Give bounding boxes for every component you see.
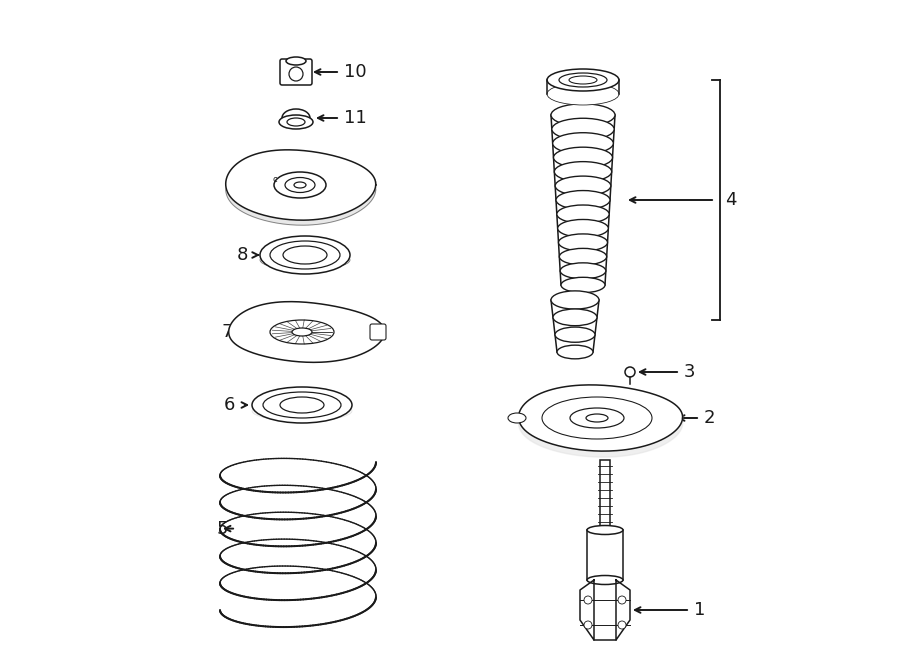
Text: c: c — [273, 176, 277, 184]
Ellipse shape — [508, 413, 526, 423]
Ellipse shape — [560, 263, 606, 279]
FancyBboxPatch shape — [280, 59, 312, 85]
Ellipse shape — [554, 162, 612, 182]
Ellipse shape — [587, 576, 623, 584]
Ellipse shape — [557, 205, 609, 223]
Circle shape — [618, 596, 626, 604]
Text: 6: 6 — [223, 396, 235, 414]
Ellipse shape — [283, 246, 327, 264]
FancyBboxPatch shape — [587, 530, 623, 580]
Circle shape — [618, 621, 626, 629]
Ellipse shape — [285, 178, 315, 192]
Ellipse shape — [555, 327, 595, 342]
Circle shape — [625, 367, 635, 377]
Polygon shape — [616, 580, 630, 640]
Ellipse shape — [263, 392, 341, 418]
Polygon shape — [518, 391, 682, 457]
Polygon shape — [580, 580, 594, 640]
Text: 5: 5 — [217, 520, 228, 537]
Ellipse shape — [286, 57, 306, 65]
Ellipse shape — [270, 241, 340, 269]
Circle shape — [584, 621, 592, 629]
Ellipse shape — [557, 345, 593, 359]
Polygon shape — [229, 301, 384, 362]
Ellipse shape — [559, 234, 608, 251]
FancyBboxPatch shape — [600, 460, 610, 530]
Circle shape — [289, 67, 303, 81]
FancyBboxPatch shape — [370, 324, 386, 340]
Ellipse shape — [551, 104, 615, 126]
Text: 2: 2 — [704, 409, 716, 427]
Polygon shape — [518, 385, 682, 451]
Ellipse shape — [555, 176, 611, 196]
Ellipse shape — [561, 278, 605, 293]
Ellipse shape — [553, 309, 597, 326]
Ellipse shape — [554, 147, 613, 168]
Ellipse shape — [260, 236, 350, 274]
Polygon shape — [226, 150, 375, 220]
Ellipse shape — [586, 414, 608, 422]
Ellipse shape — [252, 401, 352, 421]
Text: 10: 10 — [344, 63, 366, 81]
Ellipse shape — [547, 69, 619, 91]
Ellipse shape — [280, 397, 324, 413]
Ellipse shape — [294, 182, 306, 188]
Ellipse shape — [547, 83, 619, 105]
Text: 7: 7 — [221, 323, 233, 341]
Ellipse shape — [279, 115, 313, 129]
Ellipse shape — [551, 291, 599, 309]
Ellipse shape — [287, 118, 305, 126]
Circle shape — [584, 596, 592, 604]
Text: 9: 9 — [366, 176, 377, 194]
Ellipse shape — [552, 118, 614, 140]
Ellipse shape — [274, 172, 326, 198]
Ellipse shape — [559, 249, 607, 265]
Text: 4: 4 — [725, 191, 736, 209]
Ellipse shape — [260, 250, 350, 270]
Ellipse shape — [558, 219, 608, 237]
Ellipse shape — [587, 525, 623, 535]
Ellipse shape — [559, 73, 607, 87]
Ellipse shape — [569, 76, 597, 84]
Ellipse shape — [556, 190, 610, 210]
Text: 11: 11 — [344, 109, 367, 127]
Ellipse shape — [570, 408, 624, 428]
Text: 3: 3 — [684, 363, 696, 381]
Ellipse shape — [292, 328, 312, 336]
Polygon shape — [226, 155, 375, 225]
Text: 1: 1 — [694, 601, 706, 619]
Ellipse shape — [252, 387, 352, 423]
Ellipse shape — [553, 133, 613, 154]
Text: 8: 8 — [237, 246, 248, 264]
